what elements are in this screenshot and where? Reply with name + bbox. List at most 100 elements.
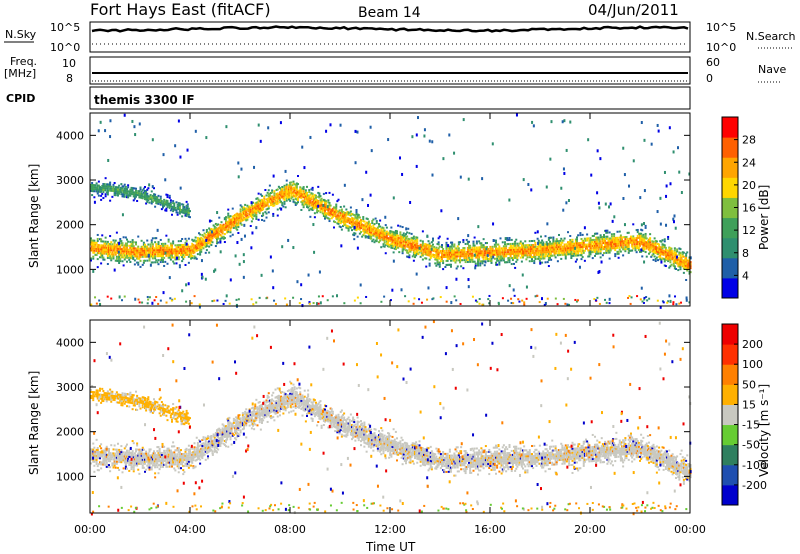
echo-cell: [367, 228, 370, 231]
echo-cell: [189, 253, 191, 256]
echo-scatter: [657, 129, 660, 133]
echo-cell: [185, 210, 188, 213]
echo-cell: [272, 202, 275, 205]
echo-cell: [174, 248, 177, 251]
echo-cell: [529, 252, 532, 255]
echo-cell: [169, 199, 172, 202]
echo-cell: [103, 459, 106, 462]
echo-cell: [225, 222, 227, 225]
echo-cell: [115, 192, 118, 195]
echo-cell: [537, 249, 540, 252]
echo-cell: [495, 263, 497, 266]
echo-cell: [610, 239, 613, 242]
echo-cell: [581, 241, 584, 244]
echo-scatter: [225, 294, 228, 298]
echo-cell: [301, 199, 304, 202]
colorbar-tick-label: 24: [742, 156, 756, 169]
echo-cell: [193, 255, 196, 258]
echo-cell: [223, 237, 226, 240]
echo-cell: [184, 249, 187, 252]
echo-cell: [561, 249, 564, 252]
echo-cell: [614, 245, 617, 248]
echo-cell: [400, 241, 403, 244]
echo-cell: [441, 258, 443, 261]
echo-cell: [636, 228, 639, 231]
echo-cell: [307, 200, 310, 203]
echo-cell: [536, 245, 539, 248]
echo-cell: [353, 238, 356, 241]
echo-cell: [409, 246, 412, 249]
echo-cell: [120, 191, 123, 194]
echo-cell: [137, 462, 140, 465]
echo-cell: [502, 251, 505, 254]
echo-cell: [640, 238, 643, 241]
echo-cell: [239, 218, 242, 221]
echo-cell: [513, 262, 515, 265]
echo-cell: [680, 262, 683, 265]
echo-cell: [93, 245, 96, 248]
echo-cell: [502, 253, 505, 256]
echo-cell: [635, 241, 638, 244]
echo-cell: [434, 248, 437, 251]
echo-cell: [418, 245, 421, 248]
echo-cell: [141, 249, 144, 252]
echo-cell: [454, 247, 457, 250]
echo-cell: [327, 201, 330, 204]
echo-cell: [615, 244, 618, 247]
echo-cell: [543, 257, 546, 260]
echo-cell: [307, 198, 310, 201]
echo-near-range: [646, 299, 649, 302]
echo-cell: [435, 246, 438, 249]
echo-cell: [119, 451, 122, 454]
echo-cell: [518, 248, 521, 251]
echo-cell: [181, 254, 184, 257]
echo-cell: [537, 251, 540, 254]
echo-cell: [124, 461, 127, 464]
echo-cell: [104, 244, 107, 247]
echo-cell: [603, 242, 605, 245]
echo-cell: [643, 244, 646, 247]
echo-cell: [328, 205, 331, 208]
echo-cell: [523, 254, 526, 257]
echo-cell: [471, 250, 474, 253]
echo-cell: [531, 256, 533, 259]
echo-cell: [101, 463, 104, 466]
echo-cell: [159, 203, 162, 206]
echo-cell: [479, 246, 482, 249]
echo-cell: [549, 256, 551, 259]
echo-cell: [624, 244, 627, 247]
echo-near-range: [445, 300, 448, 303]
echo-scatter: [242, 253, 245, 257]
echo-cell: [239, 214, 242, 217]
echo-cell: [120, 189, 123, 192]
echo-cell: [203, 232, 206, 235]
echo-cell: [339, 222, 342, 225]
echo-cell: [639, 232, 641, 235]
echo-scatter: [134, 297, 137, 301]
echo-cell: [112, 187, 115, 190]
echo-cell: [403, 236, 406, 239]
echo-cell: [189, 216, 191, 219]
echo-cell: [189, 247, 191, 250]
echo-near-range: [298, 302, 301, 305]
echo-cell: [123, 195, 126, 198]
echo-cell: [490, 257, 493, 260]
echo-cell: [283, 190, 286, 193]
echo-cell: [600, 238, 603, 241]
echo-cell: [106, 191, 109, 194]
echo-cell: [124, 250, 127, 253]
echo-cell: [102, 246, 105, 249]
echo-cell: [455, 267, 458, 270]
echo-cell: [648, 252, 650, 255]
echo-cell: [672, 264, 675, 267]
echo-cell: [668, 246, 671, 249]
echo-cell: [362, 218, 365, 221]
echo-cell: [171, 256, 173, 259]
echo-cell: [252, 205, 254, 208]
echo-cell: [177, 252, 180, 255]
echo-cell: [624, 236, 627, 239]
echo-cell: [187, 249, 190, 252]
echo-cell: [477, 262, 479, 265]
echo-cell: [181, 203, 184, 206]
echo-cell: [349, 226, 352, 229]
